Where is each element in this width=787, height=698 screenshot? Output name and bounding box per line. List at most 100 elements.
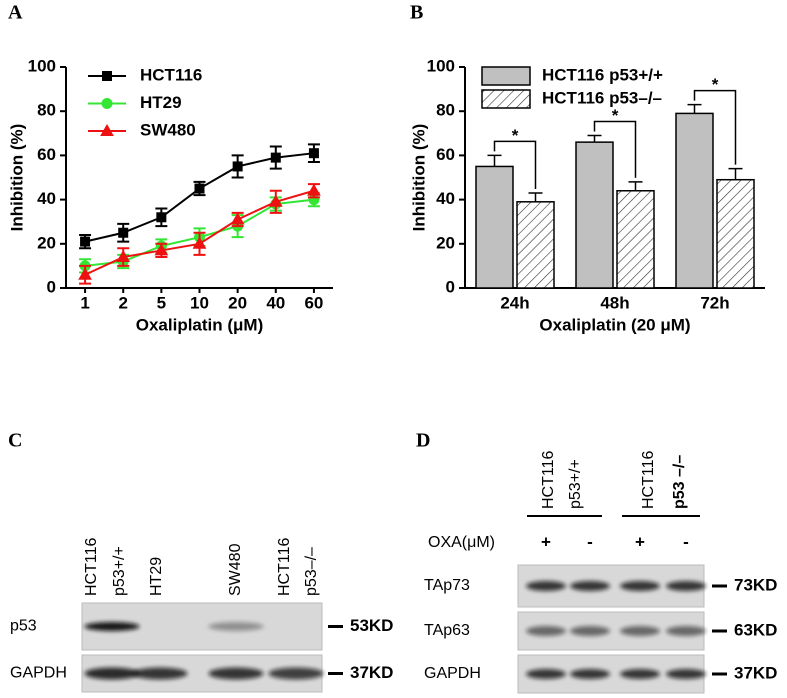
marker	[192, 236, 207, 249]
bar	[716, 178, 755, 289]
x-tick-label: 20	[228, 293, 247, 312]
y-tick-label: 60	[436, 145, 455, 164]
x-tick-label: 72h	[700, 293, 729, 312]
row-label: GAPDH	[424, 665, 481, 682]
error-bar	[728, 167, 743, 180]
bar	[675, 112, 714, 289]
marker	[80, 236, 91, 247]
error-bar	[487, 154, 502, 167]
marker	[268, 194, 283, 207]
band	[208, 622, 264, 631]
x-tick-label: 48h	[600, 293, 629, 312]
band	[208, 667, 264, 680]
x-tick-label: 24h	[500, 293, 529, 312]
lane-label: SW480	[227, 543, 244, 596]
marker	[230, 212, 245, 225]
marker	[156, 212, 167, 223]
y-tick-label: 80	[436, 101, 455, 120]
lane-label: p53–/–	[303, 547, 320, 596]
significance-label: *	[612, 106, 619, 125]
error-bar	[628, 181, 643, 191]
lane-label: HT29	[148, 557, 165, 596]
marker	[194, 183, 205, 194]
y-tick-label: 0	[47, 277, 56, 296]
x-tick-label: 2	[118, 293, 127, 312]
lane-label: HCT116	[276, 538, 293, 596]
band	[84, 622, 140, 631]
bar	[575, 141, 614, 289]
band	[620, 669, 660, 679]
panel-label: B	[410, 2, 423, 24]
band	[570, 626, 610, 636]
panel-label: A	[8, 2, 23, 24]
y-tick-label: 100	[427, 56, 455, 75]
bar	[616, 190, 655, 289]
treatment-label: OXA(μM)	[428, 534, 495, 551]
row-label: TAp73	[424, 577, 470, 594]
x-tick-label: 60	[304, 293, 323, 312]
y-tick-label: 20	[436, 233, 455, 252]
significance-label: *	[512, 126, 519, 145]
legend-marker	[101, 98, 113, 109]
band	[666, 581, 706, 591]
marker	[154, 243, 169, 256]
error-bar	[528, 192, 543, 202]
marker	[307, 183, 321, 196]
legend-marker	[100, 123, 114, 136]
marker	[232, 161, 243, 172]
lane-label: HCT116	[83, 538, 100, 596]
band	[666, 669, 706, 679]
band	[84, 667, 140, 680]
lane-label: p53 –/–	[671, 455, 688, 509]
y-tick-label: 0	[446, 277, 455, 296]
marker	[308, 148, 319, 159]
size-label: 37KD	[350, 663, 393, 682]
x-axis-label: Oxaliplatin (μM)	[136, 315, 264, 334]
y-tick-label: 40	[436, 189, 455, 208]
y-axis-label: Inhibition (%)	[7, 124, 26, 232]
panel-label: C	[8, 430, 22, 452]
error-bar	[687, 103, 702, 114]
significance-label: *	[712, 75, 719, 94]
x-tick-label: 1	[80, 293, 89, 312]
row-label: TAp63	[424, 622, 470, 639]
y-axis-label: Inhibition (%)	[409, 124, 428, 232]
band	[526, 581, 566, 591]
x-tick-label: 40	[266, 293, 285, 312]
y-tick-label: 20	[37, 233, 56, 252]
x-axis-label: Oxaliplatin (20 μM)	[539, 315, 690, 334]
band	[666, 626, 706, 636]
bar	[516, 201, 555, 289]
lane-label: p53+/+	[567, 459, 584, 509]
band	[526, 626, 566, 636]
legend-label: HCT116	[140, 65, 202, 84]
row-label: GAPDH	[10, 665, 67, 682]
legend-marker	[102, 71, 112, 81]
lane-label: HCT116	[640, 451, 657, 509]
panel-label: D	[416, 430, 430, 452]
size-label: 53KD	[350, 616, 393, 635]
band	[526, 669, 566, 679]
legend-label: HT29	[140, 93, 182, 112]
size-label: 37KD	[734, 663, 777, 682]
legend-swatch	[481, 89, 531, 109]
significance-bracket	[693, 89, 737, 165]
treatment: +	[541, 532, 551, 551]
significance-bracket	[493, 140, 537, 189]
y-tick-label: 40	[37, 189, 56, 208]
marker	[78, 267, 92, 280]
band	[570, 581, 610, 591]
y-tick-label: 80	[37, 101, 56, 120]
significance-bracket	[593, 120, 637, 178]
y-tick-label: 100	[28, 56, 56, 75]
band	[620, 581, 660, 591]
bar	[475, 165, 514, 289]
band	[620, 626, 660, 636]
x-tick-label: 10	[190, 293, 209, 312]
marker	[118, 227, 129, 238]
treatment: +	[635, 532, 645, 551]
size-label: 63KD	[734, 620, 777, 639]
x-tick-label: 5	[157, 293, 166, 312]
row-label: p53	[10, 618, 37, 635]
